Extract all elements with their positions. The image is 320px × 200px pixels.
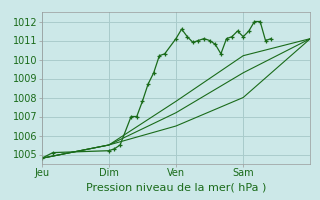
X-axis label: Pression niveau de la mer( hPa ): Pression niveau de la mer( hPa ): [86, 182, 266, 192]
